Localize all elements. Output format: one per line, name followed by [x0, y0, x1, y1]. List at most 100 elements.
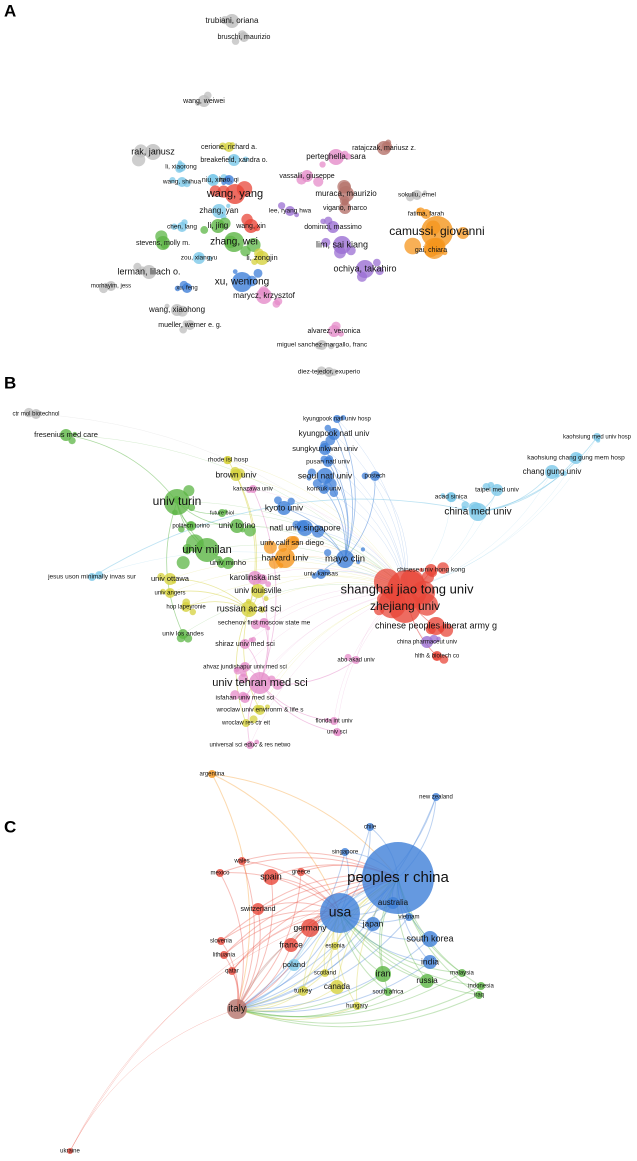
node-label: south korea [406, 933, 453, 943]
edge [236, 991, 389, 1018]
node [333, 728, 341, 736]
node [421, 209, 431, 219]
node-label: univ calif san diego [260, 538, 324, 547]
node [420, 974, 434, 988]
node-label: chinese univ hong kong [397, 567, 466, 574]
node-label: singapore [332, 850, 359, 856]
node-label: vassalli, giuseppe [279, 173, 334, 180]
node [177, 177, 187, 187]
node-dot [312, 479, 322, 489]
node [249, 672, 271, 694]
node-dot [230, 690, 240, 700]
node-label: germany [293, 922, 327, 932]
node-label: camussi, giovanni [389, 224, 484, 238]
node-dot [311, 525, 325, 538]
edge [35, 413, 408, 591]
edge [236, 871, 302, 1010]
node-dot [242, 156, 249, 163]
node [164, 573, 176, 585]
node [145, 144, 161, 160]
node-label: wang, yang [206, 188, 263, 200]
node-label: seoul natl univ [298, 470, 353, 480]
edge [333, 433, 408, 591]
node [225, 14, 239, 28]
node-label: new zealand [419, 795, 453, 801]
node-label: zhejiang univ [370, 599, 440, 613]
node-label: wang, xiaohong [148, 305, 205, 314]
node-dot [345, 153, 352, 160]
edge [236, 972, 326, 1010]
edge [236, 973, 384, 1012]
node-label: kanazawa univ [233, 487, 273, 493]
edge [236, 851, 346, 1010]
labels: trubiani, oriana bruschi, maurizio wang, w… [12, 16, 631, 1154]
node-label: kyoto univ [265, 502, 304, 512]
edge [236, 1005, 358, 1020]
node [207, 174, 219, 186]
node [432, 651, 442, 661]
node-label: zhang, wei [210, 237, 258, 248]
node-label: qatar [225, 969, 239, 975]
node-label: vietnam [398, 915, 419, 921]
node [285, 206, 295, 216]
node-label: greece [292, 870, 311, 876]
node-label: konkuk univ [307, 486, 342, 493]
node-dot [169, 176, 176, 184]
node [224, 456, 232, 464]
node [182, 283, 192, 293]
node [244, 219, 258, 233]
node-dot [422, 190, 427, 195]
panel-label: B [4, 373, 16, 392]
node [195, 538, 219, 562]
node [248, 571, 262, 585]
node-dot [375, 266, 384, 276]
node-label: lim, sai kiang [316, 239, 368, 249]
node [220, 951, 228, 959]
node [224, 142, 234, 152]
node-label: muraca, maurizio [315, 189, 377, 198]
node [246, 741, 254, 749]
node [320, 893, 360, 933]
node [570, 452, 582, 464]
panel-label: A [4, 1, 16, 20]
node [328, 428, 340, 440]
node [142, 265, 156, 279]
node-dot [373, 605, 385, 616]
node [263, 869, 279, 885]
node-label: argentina [199, 772, 225, 778]
edge [169, 590, 250, 610]
edge [236, 980, 428, 1018]
node [255, 251, 269, 265]
node-label: harvard univ [262, 552, 310, 562]
node-label: france [279, 939, 303, 949]
node-dot [254, 739, 260, 745]
node [255, 705, 265, 715]
node-label: morhayim, jess [91, 284, 131, 290]
node-label: univ torino [219, 521, 256, 530]
node [238, 857, 246, 865]
node-label: univ tehran med sci [212, 677, 307, 689]
node-label: hao, qi [219, 177, 239, 184]
node-dot [240, 670, 247, 677]
node-label: china med univ [444, 507, 511, 518]
node-dot [272, 678, 284, 690]
node [319, 443, 331, 455]
node-label: kaohsiung chang gung mem hosp [527, 455, 625, 462]
node-label: spain [260, 871, 282, 881]
node [477, 982, 485, 990]
node-label: wang, shihua [162, 179, 202, 186]
node-label: ratajczak, mariusz z. [352, 145, 416, 152]
edge [236, 796, 437, 1010]
node [331, 942, 339, 950]
node-dot [246, 237, 261, 252]
node-label: ochiya, takahiro [333, 263, 396, 273]
node [225, 184, 245, 204]
node [301, 919, 319, 937]
node [301, 170, 313, 182]
node-label: li, jing [208, 221, 228, 230]
node-label: univ minho [210, 558, 246, 567]
node-label: estonia [325, 944, 345, 950]
node [228, 154, 240, 166]
node-dot [231, 37, 240, 45]
node-label: cerione, richard a. [201, 144, 257, 151]
